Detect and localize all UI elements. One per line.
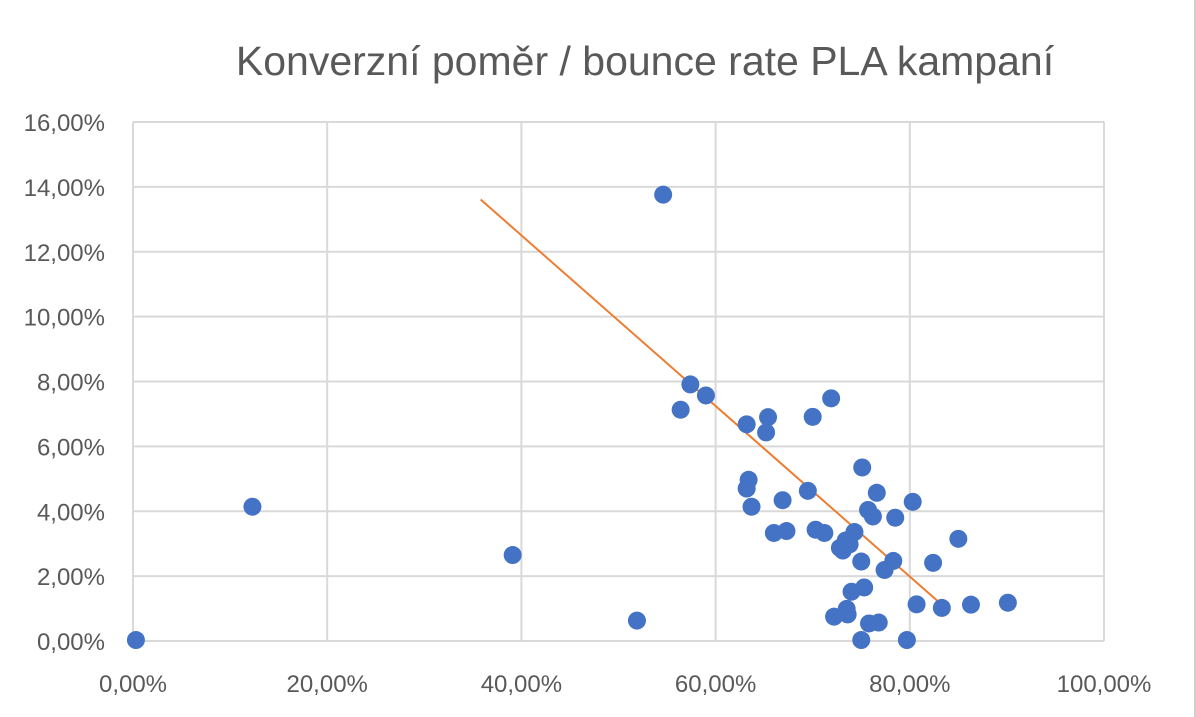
y-tick-label: 10,00% xyxy=(24,305,105,332)
y-tick-label: 14,00% xyxy=(24,175,105,202)
data-point xyxy=(998,593,1017,612)
data-point xyxy=(757,423,776,442)
data-point xyxy=(852,631,871,650)
data-point xyxy=(654,185,673,204)
data-point xyxy=(503,546,522,565)
y-tick-label: 6,00% xyxy=(37,434,105,461)
data-point xyxy=(822,389,841,408)
data-point xyxy=(739,470,758,489)
data-point xyxy=(681,375,700,394)
data-point xyxy=(696,386,715,405)
data-point xyxy=(884,551,903,570)
data-point xyxy=(627,611,646,630)
y-tick-label: 12,00% xyxy=(24,240,105,267)
y-tick-label: 16,00% xyxy=(24,110,105,137)
data-point xyxy=(243,497,262,516)
data-point xyxy=(897,631,916,650)
data-point xyxy=(907,595,926,614)
data-point xyxy=(886,508,905,527)
data-points xyxy=(126,185,1017,650)
y-axis-ticks: 0,00% 2,00% 4,00% 6,00% 8,00% 10,00% 12,00% 14,… xyxy=(24,110,105,656)
data-point xyxy=(742,497,761,516)
data-point xyxy=(815,523,834,542)
data-point xyxy=(773,491,792,510)
x-tick-label: 100,00% xyxy=(1057,671,1152,698)
data-point xyxy=(737,415,756,434)
data-point xyxy=(869,613,888,632)
data-point xyxy=(798,481,817,500)
y-tick-label: 8,00% xyxy=(37,370,105,397)
x-tick-label: 20,00% xyxy=(286,671,367,698)
y-tick-label: 0,00% xyxy=(37,629,105,656)
x-tick-label: 0,00% xyxy=(99,671,167,698)
x-axis-ticks: 0,00% 20,00% 40,00% 60,00% 80,00% 100,00% xyxy=(99,671,1151,698)
data-point xyxy=(803,407,822,426)
data-point xyxy=(924,553,943,572)
data-point xyxy=(845,523,864,542)
data-point xyxy=(961,595,980,614)
x-tick-label: 40,00% xyxy=(481,671,562,698)
x-tick-label: 80,00% xyxy=(869,671,950,698)
chart-title: Konverzní poměr / bounce rate PLA kampan… xyxy=(235,38,1055,84)
y-tick-label: 2,00% xyxy=(37,564,105,591)
data-point xyxy=(863,507,882,526)
data-point xyxy=(949,529,968,548)
data-point xyxy=(759,408,778,427)
data-point xyxy=(855,578,874,597)
y-tick-label: 4,00% xyxy=(37,499,105,526)
data-point xyxy=(853,458,872,477)
data-point xyxy=(777,522,796,541)
data-point xyxy=(867,483,886,502)
data-point xyxy=(932,598,951,617)
data-point xyxy=(838,605,857,624)
data-point xyxy=(671,400,690,419)
x-tick-label: 60,00% xyxy=(675,671,756,698)
data-point xyxy=(126,631,145,650)
data-point xyxy=(903,492,922,511)
data-point xyxy=(852,552,871,571)
gridlines xyxy=(132,121,1105,642)
